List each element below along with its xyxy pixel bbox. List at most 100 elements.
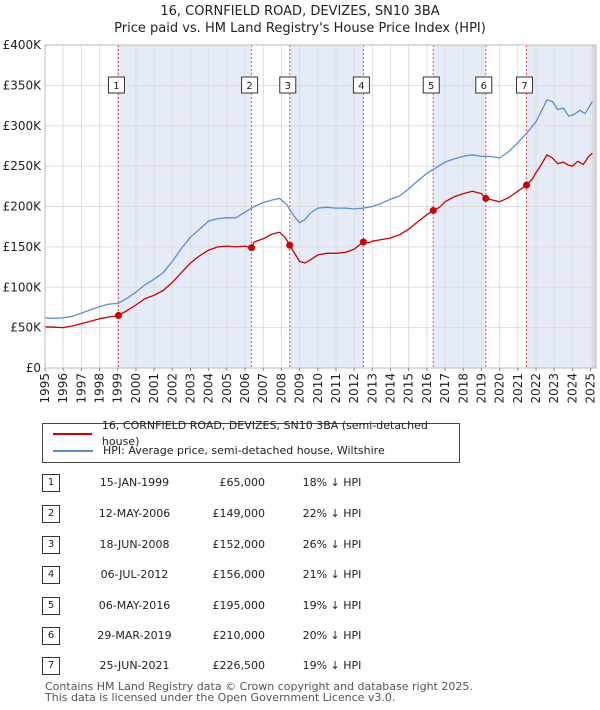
x-tick-label: 2017 (438, 373, 452, 404)
sale-point (482, 194, 490, 202)
transaction-number: 7 (42, 657, 60, 675)
transaction-label-box (422, 76, 440, 94)
y-tick-label: £250K (3, 159, 43, 173)
transaction-date: 15-JAN-1999 (99, 476, 170, 489)
x-tick-label: 2004 (202, 373, 216, 404)
transaction-label-number: 2 (246, 81, 252, 92)
transaction-number: 2 (42, 505, 60, 523)
x-tick-label: 2002 (165, 373, 179, 404)
transaction-label-box (107, 76, 125, 94)
x-tick-label: 1997 (74, 373, 88, 404)
attribution-footer: Contains HM Land Registry data © Crown c… (45, 681, 473, 703)
chart-title: 16, CORNFIELD ROAD, DEVIZES, SN10 3BA Pr… (0, 3, 600, 37)
transaction-price: £152,000 (212, 538, 266, 551)
transaction-price: £210,000 (212, 629, 266, 642)
sale-point (359, 238, 367, 246)
y-tick-label: £300K (3, 119, 43, 133)
transaction-hpi-diff: 22% ↓ HPI (302, 507, 362, 520)
transaction-date: 25-JUN-2021 (99, 659, 170, 672)
x-tick-label: 2019 (474, 373, 488, 404)
price-chart: 1 2 3 4 5 6 7 £0 £50K £100K £150K £200K £250K £300K £… (3, 38, 598, 404)
y-tick-label: £50K (10, 321, 42, 335)
table-row: 3 18-JUN-2008 £152,000 26% ↓ HPI (42, 536, 462, 554)
legend-entry-hpi: HPI: Average price, semi-detached house,… (53, 443, 385, 459)
x-tick-label: 2007 (256, 373, 270, 404)
table-row: 4 06-JUL-2012 £156,000 21% ↓ HPI (42, 566, 462, 584)
sale-point (286, 241, 294, 249)
x-tick-label: 2008 (274, 373, 288, 404)
legend-swatch-property (53, 433, 92, 435)
transaction-label-number: 1 (113, 81, 119, 92)
transaction-date: 12-MAY-2006 (98, 507, 171, 520)
title-line-1: 16, CORNFIELD ROAD, DEVIZES, SN10 3BA (160, 4, 440, 19)
transaction-number: 3 (42, 536, 60, 554)
x-tick-label: 2005 (220, 373, 234, 404)
transaction-price: £65,000 (219, 476, 266, 489)
plot-frame (44, 44, 597, 369)
sale-point (114, 312, 122, 320)
transaction-label-number: 5 (428, 81, 434, 92)
transaction-date: 06-MAY-2016 (98, 599, 171, 612)
property-price-line (44, 152, 593, 329)
legend-label-hpi: HPI: Average price, semi-detached house,… (103, 444, 385, 457)
transaction-number: 6 (42, 627, 60, 645)
table-row: 2 12-MAY-2006 £149,000 22% ↓ HPI (42, 505, 462, 523)
footer-line-1: Contains HM Land Registry data © Crown c… (45, 680, 473, 693)
transaction-hpi-diff: 20% ↓ HPI (302, 629, 362, 642)
y-tick-label: £200K (3, 200, 43, 214)
legend-entry-property: 16, CORNFIELD ROAD, DEVIZES, SN10 3BA (s… (53, 419, 459, 448)
transaction-label-box (475, 76, 493, 94)
x-tick-label: 2003 (183, 373, 197, 404)
x-tick-label: 1999 (111, 373, 125, 404)
x-tick-label: 2023 (547, 373, 561, 404)
x-tick-label: 1998 (93, 373, 107, 404)
sale-point (523, 181, 531, 189)
transaction-hpi-diff: 19% ↓ HPI (302, 659, 362, 672)
y-tick-label: £0 (26, 361, 41, 375)
x-tick-label: 2014 (384, 373, 398, 404)
transaction-label-box (241, 76, 259, 94)
x-tick-label: 2012 (347, 373, 361, 404)
table-row: 6 29-MAR-2019 £210,000 20% ↓ HPI (42, 627, 462, 645)
transaction-label-number: 6 (481, 81, 487, 92)
x-tick-label: 2006 (238, 373, 252, 404)
transaction-number: 5 (42, 597, 60, 615)
transaction-price: £156,000 (212, 568, 266, 581)
x-tick-label: 1996 (56, 373, 70, 404)
transaction-number: 4 (42, 566, 60, 584)
transaction-label-number: 3 (285, 81, 291, 92)
sale-point (429, 207, 437, 215)
x-tick-label: 2025 (584, 373, 598, 404)
table-row: 7 25-JUN-2021 £226,500 19% ↓ HPI (42, 657, 462, 675)
y-tick-label: £350K (3, 78, 43, 92)
transaction-label-box (352, 76, 370, 94)
transaction-date: 18-JUN-2008 (99, 538, 170, 551)
x-tick-label: 2013 (365, 373, 379, 404)
x-tick-label: 2001 (147, 373, 161, 404)
y-tick-label: £100K (3, 280, 43, 294)
legend-label-property: 16, CORNFIELD ROAD, DEVIZES, SN10 3BA (s… (101, 419, 428, 448)
transaction-hpi-diff: 18% ↓ HPI (302, 476, 362, 489)
x-tick-label: 1995 (38, 373, 52, 404)
x-tick-label: 2000 (129, 373, 143, 404)
y-tick-label: £400K (3, 38, 43, 52)
transaction-label-box (279, 76, 297, 94)
x-tick-label: 2011 (329, 373, 343, 404)
x-tick-label: 2022 (529, 373, 543, 404)
chart-legend: 16, CORNFIELD ROAD, DEVIZES, SN10 3BA (s… (42, 419, 460, 463)
x-tick-label: 2009 (293, 373, 307, 404)
transaction-price: £226,500 (212, 659, 266, 672)
hpi-line (44, 99, 593, 319)
x-tick-label: 2010 (311, 373, 325, 404)
sale-point (248, 244, 256, 252)
legend-swatch-hpi (53, 450, 93, 452)
x-tick-label: 2018 (456, 373, 470, 404)
y-tick-label: £150K (3, 240, 43, 254)
transaction-date: 06-JUL-2012 (100, 568, 169, 581)
transaction-label-box (516, 76, 534, 94)
title-line-2: Price paid vs. HM Land Registry's House … (114, 21, 486, 36)
transaction-hpi-diff: 26% ↓ HPI (302, 538, 362, 551)
footer-line-2: This data is licensed under the Open Gov… (45, 691, 396, 704)
transaction-hpi-diff: 19% ↓ HPI (302, 599, 362, 612)
x-tick-label: 2015 (402, 373, 416, 404)
